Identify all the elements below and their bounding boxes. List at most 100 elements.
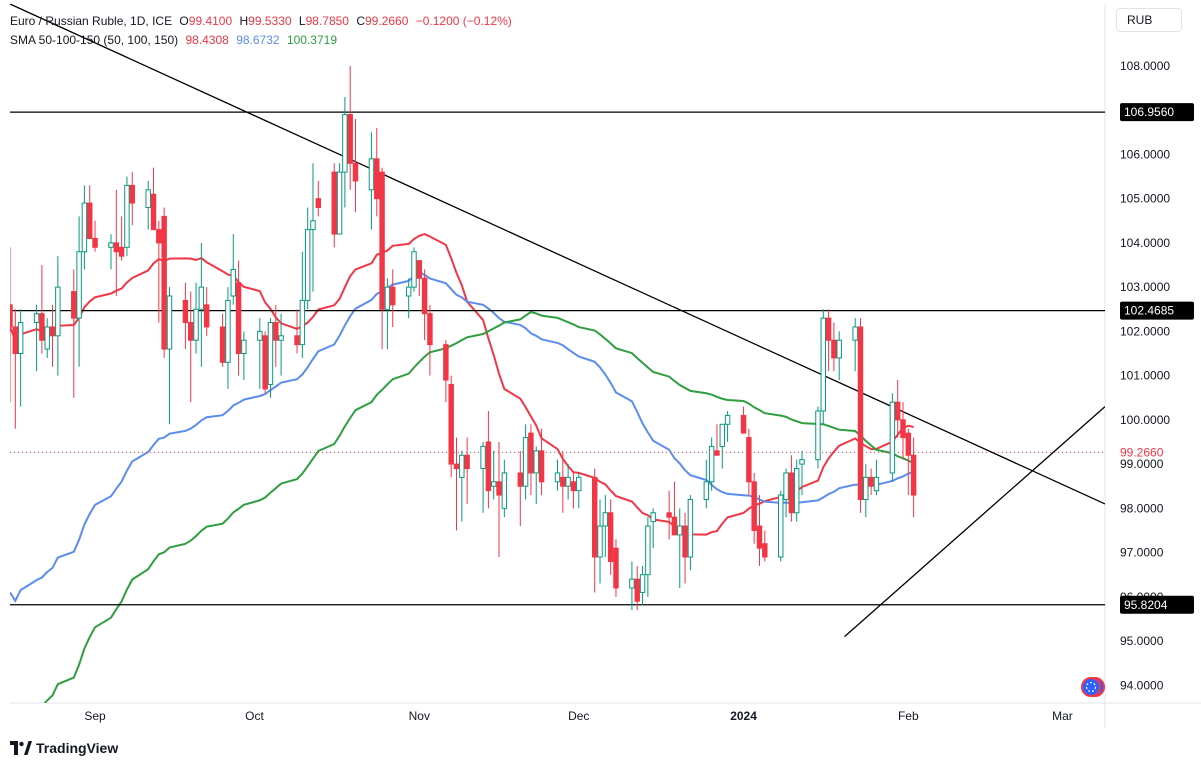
candle-body: [746, 437, 752, 483]
candle-body: [443, 344, 449, 381]
brand-name: TradingView: [36, 740, 119, 756]
level-price-tag: [1120, 595, 1194, 614]
candle-body: [193, 308, 199, 341]
candle-body: [150, 193, 157, 231]
candle-body: [310, 220, 316, 231]
candle-body: [517, 472, 524, 487]
candle-body: [182, 299, 189, 324]
candle-body: [703, 481, 710, 500]
candle-body: [485, 441, 492, 492]
candle-body: [889, 401, 896, 474]
tradingview-icon: [10, 741, 32, 755]
candle-body: [538, 450, 545, 483]
high-number: 99.5330: [248, 14, 292, 28]
y-tick-label: 101.0000: [1120, 369, 1170, 383]
close-number: 99.2660: [365, 14, 409, 28]
candle-body: [820, 317, 826, 412]
candle-body: [278, 335, 284, 341]
chart-frame[interactable]: 94.000095.000096.000097.000098.000099.00…: [10, 4, 1201, 728]
level-price-label: 95.8204: [1124, 598, 1168, 612]
candle-body: [71, 291, 77, 319]
candle-body: [262, 335, 268, 390]
candle-body: [554, 472, 561, 483]
y-tick-label: 95.0000: [1120, 634, 1164, 648]
candle-body: [756, 525, 763, 549]
candle-body: [793, 468, 800, 514]
x-tick-label: Mar: [1052, 709, 1073, 723]
candle-body: [342, 114, 348, 173]
candle-body: [427, 313, 433, 346]
candle-body: [219, 326, 226, 363]
candle-body: [267, 322, 274, 385]
y-tick-label: 103.0000: [1120, 280, 1170, 294]
candle-body: [203, 304, 210, 328]
candle-body: [490, 481, 497, 487]
close-label: C: [356, 14, 365, 28]
x-tick-label: Dec: [568, 709, 589, 723]
globe-icon[interactable]: [1080, 676, 1106, 698]
y-tick-label: 97.0000: [1120, 546, 1164, 560]
close-value: C99.2660: [356, 14, 408, 28]
candle-body: [650, 512, 656, 523]
change-value: −0.1200 (−0.12%): [415, 14, 512, 28]
symbol-legend: Euro / Russian Ruble, 1D, ICE O99.4100 H…: [10, 14, 516, 28]
candle-body: [639, 574, 646, 593]
open-value: O99.4100: [179, 14, 232, 28]
candlestick-chart[interactable]: 94.000095.000096.000097.000098.000099.00…: [10, 4, 1201, 728]
sma-legend: SMA 50-100-150 (50, 100, 150) 98.4308 98…: [10, 33, 341, 47]
candle-body: [166, 295, 173, 350]
candle-body: [629, 578, 635, 589]
candle-body: [10, 304, 13, 328]
candle-body: [225, 299, 231, 363]
candle-body: [724, 414, 731, 425]
candle-body: [389, 286, 396, 306]
candle-body: [857, 326, 864, 500]
candle-body: [273, 322, 279, 341]
candle-body: [352, 162, 359, 182]
candle-body: [421, 277, 428, 315]
candle-body: [336, 171, 343, 235]
candle-body: [304, 229, 311, 301]
candle-body: [560, 476, 566, 487]
footer: [0, 728, 1201, 768]
candle-body: [873, 476, 880, 492]
candle-body: [634, 578, 640, 602]
candle-body: [257, 330, 263, 341]
candle-body: [347, 114, 353, 164]
candle-body: [708, 445, 715, 483]
candle-body: [597, 525, 603, 558]
candle-body: [459, 454, 465, 478]
candle-body: [831, 339, 837, 359]
candle-body: [145, 189, 151, 209]
open-number: 99.4100: [188, 14, 233, 28]
tradingview-logo[interactable]: TradingView: [10, 740, 118, 756]
level-price-label: 102.4685: [1124, 304, 1174, 318]
candle-body: [405, 286, 412, 297]
trendline: [10, 4, 1105, 505]
candle-body: [863, 476, 869, 500]
candle-body: [76, 251, 82, 319]
symbol-title: Euro / Russian Ruble, 1D, ICE: [10, 14, 173, 28]
low-value: L98.7850: [299, 14, 349, 28]
candle-body: [44, 326, 50, 350]
candle-body: [496, 481, 502, 496]
y-tick-label: 104.0000: [1120, 236, 1170, 250]
candle-body: [576, 476, 582, 492]
candle-body: [910, 454, 917, 496]
sma-title: SMA 50-100-150 (50, 100, 150): [10, 33, 179, 47]
candle-body: [501, 472, 508, 509]
candle-body: [522, 437, 529, 487]
candle-body: [894, 401, 901, 421]
candle-body: [666, 512, 672, 518]
candle-body: [714, 450, 720, 456]
sma50-value: 98.4308: [185, 33, 229, 47]
candle-body: [129, 184, 135, 204]
currency-selector[interactable]: RUB: [1116, 8, 1182, 32]
candle-body: [87, 202, 93, 239]
candle-body: [118, 246, 125, 257]
candle-body: [230, 268, 236, 297]
candle-body: [783, 472, 789, 500]
candle-body: [161, 215, 167, 350]
candle-body: [836, 339, 842, 359]
x-tick-label: Oct: [245, 709, 264, 723]
